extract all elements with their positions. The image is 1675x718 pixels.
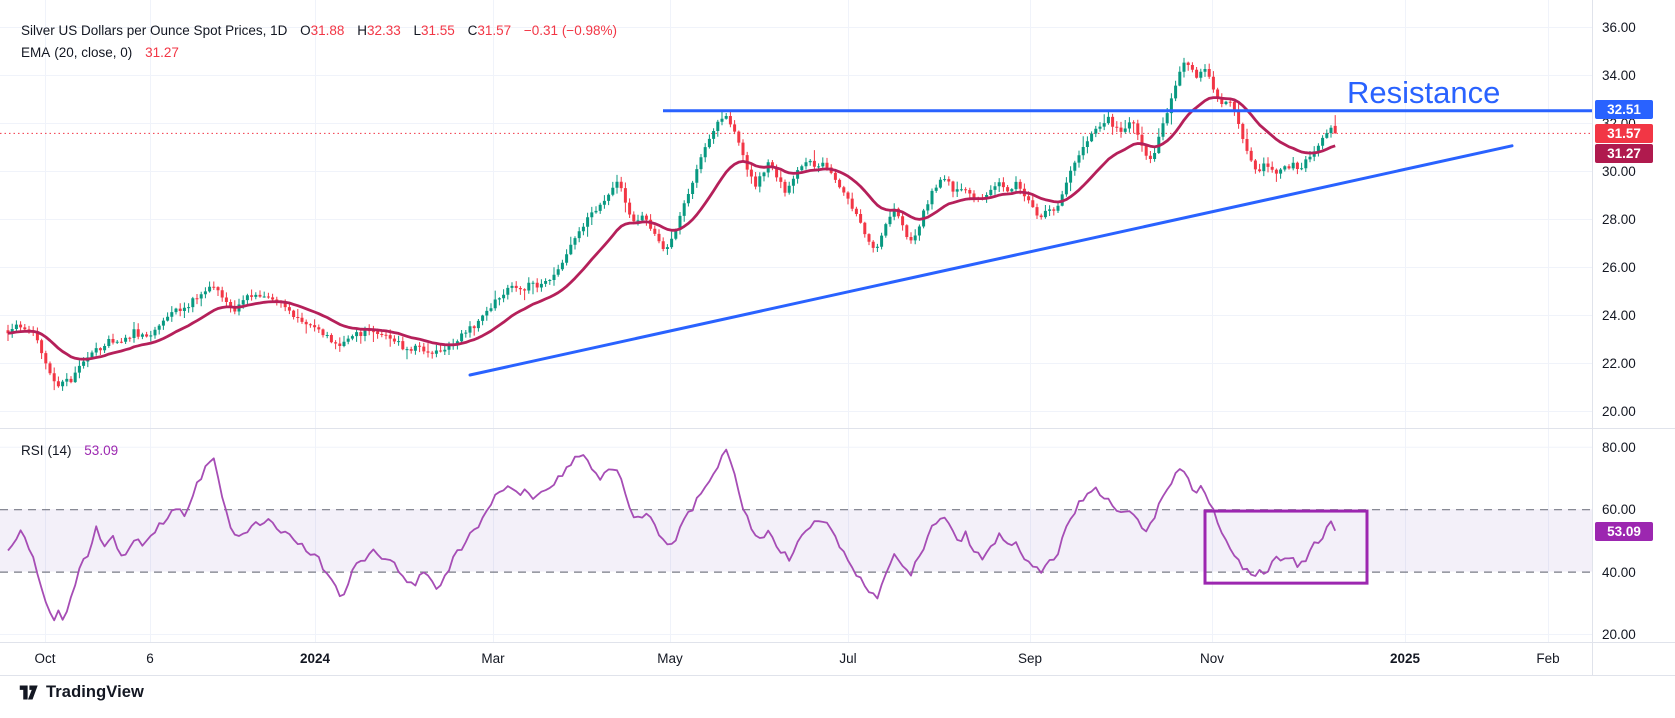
high-label: H32.33 <box>357 23 401 38</box>
rsi-legend[interactable]: RSI (14) 53.09 <box>21 443 118 459</box>
ema-name: EMA <box>21 45 51 60</box>
low-label: L31.55 <box>413 23 455 38</box>
last-price-badge: 31.57 <box>1595 124 1653 143</box>
ema-price-badge: 31.27 <box>1595 144 1653 163</box>
rsi-name: RSI <box>21 443 44 458</box>
price-tick-label: 20.00 <box>1602 404 1636 419</box>
price-axis[interactable]: 36.0034.0032.0030.0028.0026.0024.0022.00… <box>1592 0 1675 675</box>
close-value: 31.57 <box>477 23 512 38</box>
resistance-price-badge: 32.51 <box>1595 100 1653 119</box>
time-tick-label: Mar <box>481 651 505 666</box>
time-tick-label: Oct <box>34 651 56 666</box>
pane-separators <box>0 0 1675 676</box>
resistance-text-annotation[interactable]: Resistance <box>1347 75 1501 110</box>
rsi-value: 53.09 <box>84 443 119 458</box>
time-tick-label: Sep <box>1017 651 1043 666</box>
rsi-band <box>0 509 1592 572</box>
grid-lines <box>0 0 1592 642</box>
ema-line <box>7 96 1336 361</box>
price-tick-label: 36.00 <box>1602 20 1636 35</box>
time-axis[interactable]: Oct 6 2024 Mar May Jul Sep Nov 2025 Feb <box>0 642 1675 675</box>
price-tick-label: 26.00 <box>1602 260 1636 275</box>
price-tick-label: 30.00 <box>1602 164 1636 179</box>
time-tick-label: 2024 <box>299 651 331 666</box>
time-tick-label: Feb <box>1536 651 1560 666</box>
close-label: C31.57 <box>467 23 512 38</box>
ema-legend[interactable]: EMA (20, close, 0) 31.27 <box>21 45 179 61</box>
rsi-value-badge: 53.09 <box>1595 522 1653 541</box>
open-value: 31.88 <box>310 23 345 38</box>
rsi-highlight-box[interactable] <box>1203 509 1369 585</box>
time-tick-label: May <box>657 651 683 666</box>
time-tick-label: Nov <box>1199 651 1225 666</box>
high-value: 32.33 <box>366 23 401 38</box>
change-value: −0.31 (−0.98%) <box>523 23 617 38</box>
time-tick-label: 6 <box>146 651 154 666</box>
ema-value: 31.27 <box>145 45 179 60</box>
ema-params: (20, close, 0) <box>54 45 133 60</box>
symbol-legend[interactable]: Silver US Dollars per Ounce Spot Prices,… <box>21 23 617 39</box>
tradingview-logo-icon <box>19 685 38 699</box>
rsi-line <box>7 448 1337 622</box>
price-tick-label: 24.00 <box>1602 308 1636 323</box>
rsi-params: (14) <box>47 443 72 458</box>
tradingview-logo-text: TradingView <box>46 682 144 701</box>
low-value: 31.55 <box>421 23 455 38</box>
tradingview-logo[interactable]: TradingView <box>18 681 144 703</box>
rsi-tick-label: 60.00 <box>1602 502 1636 518</box>
price-tick-label: 28.00 <box>1602 212 1636 227</box>
time-tick-label: Jul <box>839 651 857 666</box>
rsi-tick-label: 80.00 <box>1602 439 1636 455</box>
open-label: O31.88 <box>300 23 345 38</box>
candle-wicks-up <box>11 57 1332 391</box>
symbol-title: Silver US Dollars per Ounce Spot Prices,… <box>21 23 288 38</box>
support-trendline[interactable] <box>468 144 1514 377</box>
rsi-tick-label: 40.00 <box>1602 564 1636 580</box>
rsi-tick-label: 20.00 <box>1602 627 1636 642</box>
time-tick-label: 2025 <box>1389 651 1421 666</box>
price-tick-label: 22.00 <box>1602 356 1636 371</box>
price-tick-label: 34.00 <box>1602 68 1636 83</box>
